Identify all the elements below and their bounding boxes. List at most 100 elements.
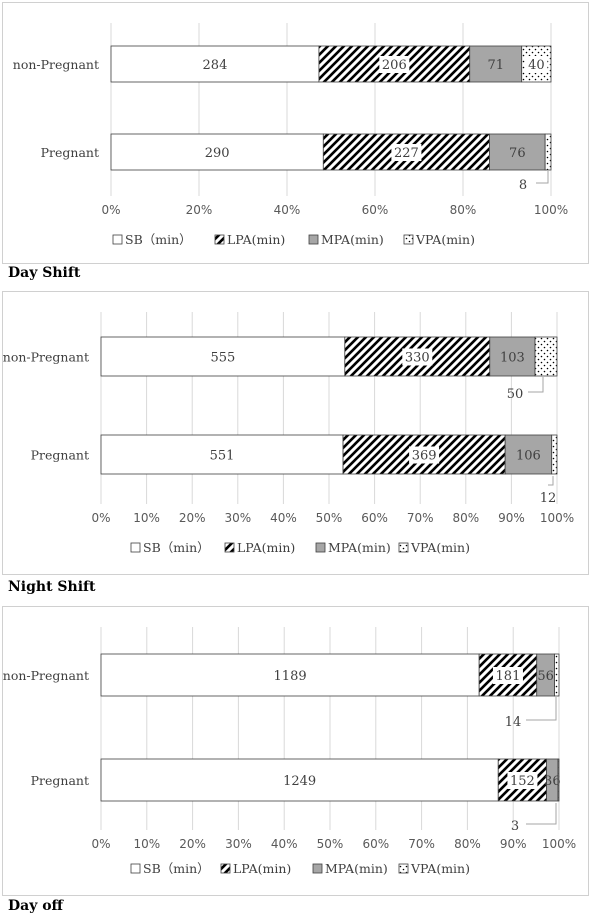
legend-swatch [398,863,409,874]
x-tick-label: 100% [540,511,574,525]
legend-label: VPA(min) [410,540,470,555]
chart-title-night-shift: Night Shift [8,579,96,595]
x-tick-label: 60% [361,511,388,525]
x-tick-label: 20% [186,203,213,217]
x-tick-label: 90% [498,511,525,525]
data-label: 3 [511,819,519,834]
data-label: 227 [394,146,419,161]
x-tick-label: 100% [542,837,576,851]
bar-pregnant-vpa-min [557,758,560,802]
legend-label: MPA(min) [321,232,384,247]
legend-swatch [112,234,123,245]
data-label: 36 [544,774,561,789]
data-label: 1249 [283,774,316,789]
data-label: 555 [210,351,235,366]
legend-label: SB（min） [143,861,210,876]
bar-non-pregnant-mpa-min [489,336,536,377]
legend-swatch [220,863,231,874]
x-tick-label: 100% [534,203,568,217]
bar-non-pregnant-sb-min [110,45,320,83]
category-label: non-Pregnant [3,668,89,683]
x-tick-label: 60% [362,837,389,851]
x-tick-label: 90% [500,837,527,851]
x-tick-label: 40% [270,511,297,525]
legend-label: SB（min） [143,540,210,555]
chart-title-day-off: Day off [8,898,64,914]
data-label: 152 [510,774,535,789]
x-tick-label: 50% [317,837,344,851]
legend-swatch [403,234,414,245]
legend-swatch [315,542,326,553]
chart-day-shift: 0% 20% 40% 60% 80% 100% non-Pregnant 284 206 71 40… [13,23,568,247]
x-tick-label: 10% [133,511,160,525]
legend-label: VPA(min) [410,861,470,876]
legend-swatch [130,542,141,553]
callout-leader-line [528,377,544,393]
bar-pregnant-sb-min [110,133,324,171]
x-tick-label: 20% [179,511,206,525]
x-tick-label: 80% [450,203,477,217]
x-tick-label: 20% [179,837,206,851]
x-tick-label: 80% [452,511,479,525]
legend-swatch [308,234,319,245]
category-label: non-Pregnant [3,350,89,365]
x-tick-label: 10% [133,837,160,851]
bar-non-pregnant-sb-min [100,653,480,697]
data-label: 40 [528,58,545,73]
data-label: 206 [382,58,407,73]
legend-swatch [224,542,235,553]
data-label: 290 [205,146,230,161]
data-label: 71 [487,58,504,73]
x-tick-label: 70% [408,837,435,851]
x-tick-label: 0% [101,203,120,217]
data-label: 369 [412,449,437,464]
callout-leader-line [526,697,557,721]
bar-pregnant-vpa-min [544,133,552,171]
x-tick-label: 40% [274,203,301,217]
data-label: 181 [496,669,521,684]
bar-non-pregnant-vpa-min [534,336,558,377]
chart-day-off: 0% 10% 20% 30% 40% 50% 60% 70% 80% 90% 100% non-Pre… [3,627,576,876]
x-tick-label: 50% [316,511,343,525]
x-tick-label: 30% [224,511,251,525]
data-label: 551 [210,449,235,464]
callout-leader-line [548,476,554,486]
bar-non-pregnant-mpa-min [469,45,523,83]
legend-label: MPA(min) [325,861,388,876]
bar-pregnant-vpa-min [551,434,558,475]
legend-label: LPA(min) [227,232,285,247]
data-label: 12 [540,491,557,506]
data-label-bg [391,144,422,161]
chart-title-day-shift: Day Shift [8,265,81,281]
data-label-bg [409,446,440,464]
legend-label: LPA(min) [233,861,291,876]
category-label: non-Pregnant [13,57,99,72]
x-tick-label: 80% [454,837,481,851]
data-label-bg [379,56,410,73]
bar-non-pregnant-vpa-min [554,653,560,697]
legend-swatch [398,542,409,553]
data-label: 103 [500,351,525,366]
x-tick-label: 70% [407,511,434,525]
data-label-bg [525,56,548,73]
bar-pregnant-sb-min [100,434,344,475]
x-tick-label: 0% [91,837,110,851]
legend-label: LPA(min) [237,540,295,555]
chart-panel-day-shift: 0% 20% 40% 60% 80% 100% non-Pregnant 284 206 71 40… [2,2,589,264]
x-tick-label: 0% [91,511,110,525]
chart-panel-day-off: 0% 10% 20% 30% 40% 50% 60% 70% 80% 90% 100% non-Pre… [2,606,589,896]
data-label: 284 [203,58,228,73]
category-label: Pregnant [31,773,89,788]
data-label: 330 [405,351,430,366]
data-label: 106 [516,449,541,464]
data-label-bg [402,348,433,366]
legend-swatch [312,863,323,874]
legend-label: SB（min） [125,232,192,247]
bar-pregnant-mpa-min [504,434,553,475]
data-label: 8 [519,178,527,193]
category-label: Pregnant [41,145,99,160]
x-tick-label: 30% [225,837,252,851]
data-label: 76 [509,146,526,161]
callout-leader-line [536,171,549,184]
chart-night-shift: 0% 10% 20% 30% 40% 50% 60% 70% 80% 90% 100% non-Pre… [3,312,574,555]
